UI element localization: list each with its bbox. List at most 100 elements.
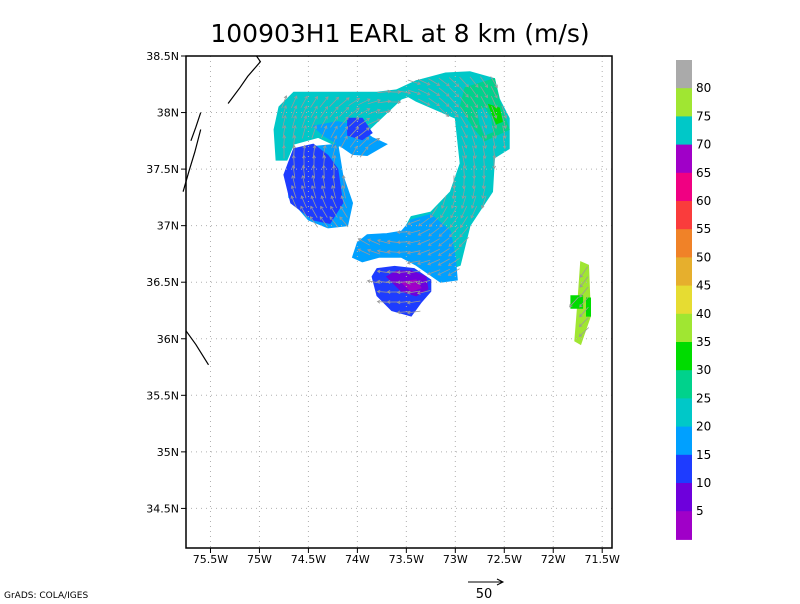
wind-vector bbox=[437, 268, 451, 276]
wind-vector bbox=[376, 249, 391, 254]
wind-vector bbox=[311, 125, 318, 139]
wind-vector bbox=[439, 107, 450, 118]
wind-vector bbox=[330, 205, 338, 218]
wind-vector bbox=[428, 97, 440, 107]
colorbar-label: 60 bbox=[696, 194, 711, 208]
wind-vector bbox=[428, 78, 441, 86]
colorbar-label: 50 bbox=[696, 250, 711, 264]
wind-vector bbox=[377, 99, 392, 104]
vector-reference: 50 bbox=[468, 578, 505, 602]
wind-vector bbox=[366, 279, 381, 284]
wind-vector bbox=[482, 165, 486, 180]
wind-vector bbox=[282, 124, 287, 139]
wind-vector bbox=[480, 105, 488, 119]
wind-vector bbox=[359, 136, 370, 147]
wind-vector bbox=[427, 259, 441, 266]
colorbar-swatch bbox=[676, 172, 692, 202]
wind-vector bbox=[321, 174, 326, 189]
wind-vector bbox=[449, 226, 459, 238]
wind-vector bbox=[359, 146, 369, 158]
reference-arrow-head bbox=[496, 578, 505, 586]
y-tick-label: 37.5N bbox=[146, 163, 179, 176]
colorbar-label: 30 bbox=[696, 363, 711, 377]
x-tick-label: 72W bbox=[541, 553, 566, 566]
x-tick-label: 72.5W bbox=[487, 553, 522, 566]
wind-vector bbox=[448, 237, 460, 247]
wind-vector bbox=[329, 106, 339, 118]
wind-vector bbox=[406, 250, 421, 255]
wind-vector bbox=[407, 79, 421, 86]
wind-vector bbox=[357, 248, 371, 256]
wind-vector bbox=[331, 135, 338, 149]
wind-vector bbox=[459, 226, 469, 238]
wind-vector bbox=[321, 185, 327, 199]
x-axis: 75.5W 75W 74.5W 74W 73.5W 73W 72.5W 72W 71.5W bbox=[193, 548, 620, 566]
wind-vector bbox=[417, 259, 431, 265]
wind-vector bbox=[357, 98, 371, 106]
wind-vector bbox=[357, 238, 370, 246]
wind-vector bbox=[349, 136, 359, 148]
wind-vector bbox=[460, 205, 468, 219]
wind-vector bbox=[569, 296, 579, 308]
wind-vector bbox=[407, 229, 421, 235]
wind-vector bbox=[396, 290, 411, 295]
wind-vector bbox=[340, 135, 348, 148]
wind-vector bbox=[470, 205, 478, 219]
wind-vector bbox=[331, 174, 336, 189]
wind-vector bbox=[501, 105, 508, 119]
y-tick-label: 35.5N bbox=[146, 389, 179, 402]
wind-vector bbox=[348, 117, 360, 127]
wind-vector bbox=[387, 100, 402, 104]
wind-vector bbox=[579, 286, 589, 298]
y-tick-label: 36.5N bbox=[146, 276, 179, 289]
plot-frame bbox=[185, 55, 613, 549]
wind-vector bbox=[310, 195, 317, 209]
wind-vector bbox=[417, 249, 431, 256]
wind-vector bbox=[406, 310, 421, 315]
colorbar-label: 25 bbox=[696, 391, 711, 405]
wind-vector bbox=[301, 164, 306, 179]
reference-label: 50 bbox=[476, 587, 493, 600]
wind-vector bbox=[339, 216, 349, 228]
wind-vector bbox=[340, 205, 348, 218]
wind-vector bbox=[470, 116, 478, 129]
wind-vector bbox=[438, 87, 450, 97]
wind-vector bbox=[439, 216, 449, 228]
colorbar-swatch bbox=[676, 88, 692, 117]
wind-vector bbox=[331, 144, 337, 159]
wind-vector bbox=[491, 115, 498, 129]
wind-vector bbox=[290, 195, 297, 209]
wind-vector bbox=[458, 237, 469, 248]
wind-vector bbox=[311, 174, 316, 189]
wind-vector bbox=[350, 145, 358, 158]
wind-vector bbox=[502, 125, 507, 140]
colorbar-label: 40 bbox=[696, 307, 711, 321]
y-tick-label: 38.5N bbox=[146, 50, 179, 63]
wind-vector bbox=[459, 96, 469, 108]
colorbar-swatch bbox=[676, 285, 692, 315]
wind-vector bbox=[438, 77, 450, 87]
wind-vector bbox=[449, 96, 459, 108]
wind-vector bbox=[340, 195, 347, 209]
y-tick-label: 36N bbox=[157, 333, 179, 346]
wind-vector bbox=[321, 164, 326, 179]
colorbar-label: 15 bbox=[696, 448, 711, 462]
wind-vector bbox=[396, 230, 411, 235]
colorbar-swatch bbox=[676, 144, 692, 174]
wind-speed-region bbox=[351, 213, 458, 283]
wind-vector bbox=[311, 115, 318, 129]
wind-vector bbox=[490, 95, 498, 109]
wind-vector bbox=[406, 300, 421, 305]
wind-vector bbox=[329, 216, 339, 228]
x-tick-label: 71.5W bbox=[585, 553, 620, 566]
wind-vector bbox=[416, 280, 431, 285]
wind-vector bbox=[368, 137, 381, 146]
colorbar-label: 65 bbox=[696, 166, 711, 180]
wind-vector bbox=[349, 126, 359, 138]
wind-vector bbox=[290, 185, 297, 199]
wind-vector bbox=[301, 115, 308, 129]
wind-vector bbox=[480, 96, 488, 109]
wind-vector bbox=[300, 205, 308, 218]
chart-title: 100903H1 EARL at 8 km (m/s) bbox=[210, 19, 589, 48]
coastline-segment bbox=[227, 55, 262, 104]
